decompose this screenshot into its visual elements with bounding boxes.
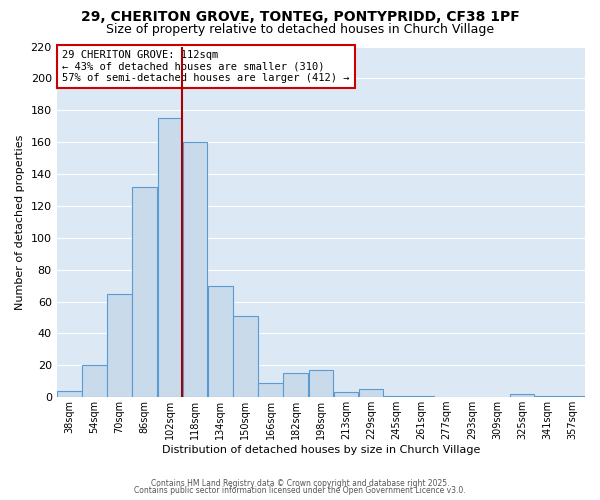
Bar bbox=[334, 392, 358, 397]
Bar bbox=[384, 396, 409, 397]
Text: Contains public sector information licensed under the Open Government Licence v3: Contains public sector information licen… bbox=[134, 486, 466, 495]
Text: Contains HM Land Registry data © Crown copyright and database right 2025.: Contains HM Land Registry data © Crown c… bbox=[151, 478, 449, 488]
Bar bbox=[158, 118, 182, 397]
Bar bbox=[107, 294, 132, 397]
Bar bbox=[510, 394, 535, 397]
Bar bbox=[258, 383, 283, 397]
Bar bbox=[560, 396, 585, 397]
Bar bbox=[133, 187, 157, 397]
Bar bbox=[183, 142, 208, 397]
Bar bbox=[308, 370, 333, 397]
Bar bbox=[535, 396, 560, 397]
Y-axis label: Number of detached properties: Number of detached properties bbox=[15, 134, 25, 310]
X-axis label: Distribution of detached houses by size in Church Village: Distribution of detached houses by size … bbox=[161, 445, 480, 455]
Bar bbox=[283, 374, 308, 397]
Text: Size of property relative to detached houses in Church Village: Size of property relative to detached ho… bbox=[106, 22, 494, 36]
Bar bbox=[208, 286, 233, 397]
Text: 29 CHERITON GROVE: 112sqm
← 43% of detached houses are smaller (310)
57% of semi: 29 CHERITON GROVE: 112sqm ← 43% of detac… bbox=[62, 50, 349, 83]
Bar bbox=[233, 316, 257, 397]
Text: 29, CHERITON GROVE, TONTEG, PONTYPRIDD, CF38 1PF: 29, CHERITON GROVE, TONTEG, PONTYPRIDD, … bbox=[80, 10, 520, 24]
Bar bbox=[409, 396, 434, 397]
Bar bbox=[57, 391, 82, 397]
Bar bbox=[82, 366, 107, 397]
Bar bbox=[359, 389, 383, 397]
